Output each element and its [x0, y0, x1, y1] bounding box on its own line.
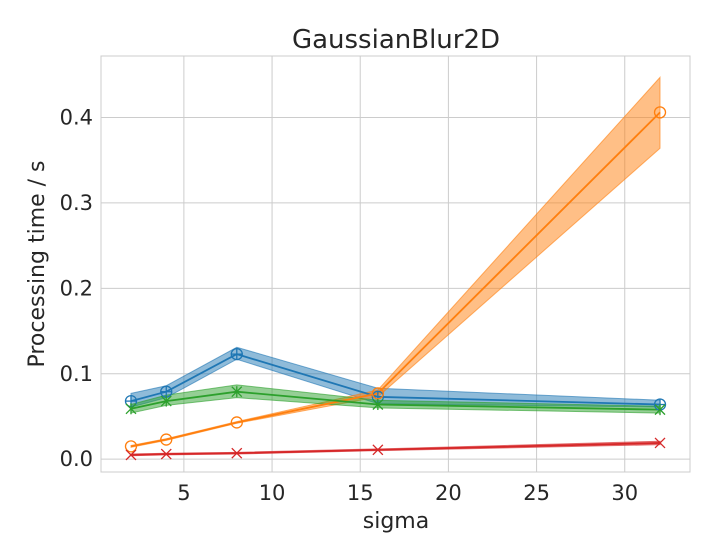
x-tick-label: 25: [523, 481, 550, 505]
series-3-point: [160, 448, 172, 460]
series-3-point: [231, 447, 243, 459]
series-0-point: [230, 347, 243, 361]
chart-title: GaussianBlur2D: [292, 25, 500, 55]
series-1-point: [371, 387, 385, 400]
y-tick-label: 0.2: [60, 276, 93, 300]
x-tick-label: 30: [611, 481, 638, 505]
series-1-point: [230, 416, 243, 429]
series-2-point: [160, 395, 172, 407]
series-3-point: [125, 449, 137, 461]
x-tick-label: 15: [347, 481, 374, 505]
series-1-point: [124, 440, 138, 453]
error-bands: [130, 76, 661, 457]
y-tick-label: 0.1: [60, 362, 93, 386]
x-tick-label: 20: [435, 481, 462, 505]
x-tick-label: 10: [259, 481, 286, 505]
series-3-line: [130, 442, 661, 456]
y-axis-label: Processing time / s: [25, 160, 50, 367]
series-3-point: [654, 437, 666, 449]
series-1-point: [653, 106, 667, 119]
series-2-point: [372, 399, 384, 411]
y-tick-label: 0.0: [60, 447, 93, 471]
x-tick-label: 5: [177, 481, 190, 505]
plot-frame: [100, 55, 691, 473]
x-tick-labels: 5 10 15 20 25 30: [177, 481, 638, 505]
series-markers: [124, 106, 667, 461]
series-3-point: [372, 444, 384, 456]
series-2-point: [654, 404, 666, 416]
x-axis-label: sigma: [363, 509, 429, 534]
series-2-point: [231, 386, 243, 398]
series-2-point: [125, 403, 137, 415]
y-tick-label: 0.3: [60, 191, 93, 215]
y-tick-label: 0.4: [60, 106, 93, 130]
series-0-point: [160, 385, 173, 398]
y-tick-labels: 0.0 0.1 0.2 0.3 0.4: [60, 106, 93, 472]
series-1-point: [160, 433, 173, 446]
series-1-line: [130, 111, 661, 448]
